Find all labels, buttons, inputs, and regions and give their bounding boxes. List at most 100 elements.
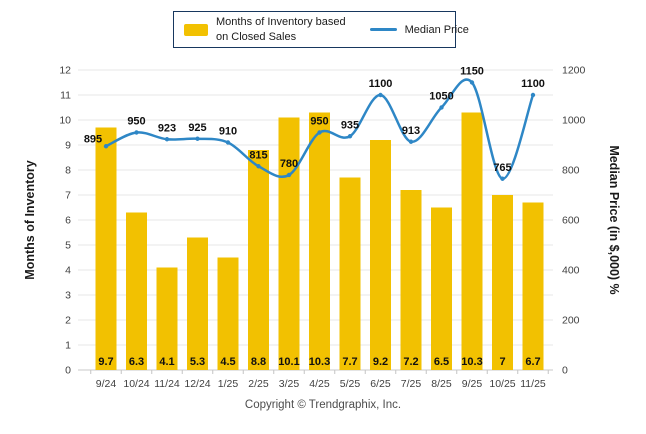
line-marker <box>286 172 292 178</box>
inventory-bar <box>370 140 391 370</box>
left-axis-title: Months of Inventory <box>23 160 37 279</box>
left-axis-tick-label: 10 <box>59 115 71 127</box>
bar-value-label: 9.2 <box>373 356 388 368</box>
line-value-label: 1050 <box>429 91 453 103</box>
left-axis-tick-label: 5 <box>65 240 71 252</box>
x-axis-category-label: 6/25 <box>370 378 391 390</box>
inventory-bar <box>339 177 361 370</box>
line-series-legend-label: Median Price <box>404 23 469 36</box>
line-value-label: 950 <box>127 116 145 128</box>
left-axis-tick-label: 3 <box>65 290 71 302</box>
left-axis-tick-label: 2 <box>65 315 71 327</box>
left-axis-tick-label: 4 <box>65 265 71 277</box>
line-series-swatch-icon <box>369 28 397 31</box>
bar-value-label: 10.3 <box>309 356 330 368</box>
line-marker <box>530 92 536 98</box>
right-axis-tick-label: 0 <box>562 365 568 377</box>
line-value-label: 925 <box>188 122 206 134</box>
x-axis-category-label: 5/25 <box>340 378 361 390</box>
line-marker <box>378 92 383 98</box>
line-marker <box>195 136 200 141</box>
line-value-label: 765 <box>493 162 511 174</box>
left-axis-tick-label: 9 <box>65 140 71 152</box>
line-marker <box>469 80 475 85</box>
x-axis-category-label: 10/25 <box>489 378 515 390</box>
line-marker <box>317 130 322 135</box>
line-marker <box>225 140 231 145</box>
line-marker <box>439 105 444 110</box>
line-value-label: 910 <box>219 126 237 138</box>
left-axis-tick-label: 6 <box>65 215 71 227</box>
chart-legend: Months of Inventory based on Closed Sale… <box>173 11 469 48</box>
bar-value-label: 7.2 <box>403 356 418 368</box>
x-axis-category-label: 4/25 <box>309 378 330 390</box>
left-axis-tick-label: 8 <box>65 165 71 177</box>
line-value-label: 895 <box>84 133 102 145</box>
line-value-label: 780 <box>280 158 298 170</box>
line-marker <box>500 176 505 181</box>
left-axis-tick-label: 11 <box>60 90 71 102</box>
x-axis-category-label: 1/25 <box>218 378 239 390</box>
inventory-bar <box>492 195 513 370</box>
line-value-label: 815 <box>249 149 267 161</box>
inventory-bar <box>217 257 239 370</box>
x-axis-category-label: 11/24 <box>154 378 180 390</box>
right-axis-tick-label: 600 <box>562 215 580 227</box>
inventory-bar <box>95 127 117 370</box>
bar-value-label: 4.1 <box>159 356 174 368</box>
inventory-bar <box>248 150 269 370</box>
right-axis-tick-label: 1000 <box>562 115 586 127</box>
inventory-bar <box>278 117 300 370</box>
bar-value-label: 6.7 <box>525 356 540 368</box>
copyright-text: Copyright © Trendgraphix, Inc. <box>244 399 402 411</box>
x-axis-category-label: 12/24 <box>184 378 210 390</box>
left-axis-tick-label: 0 <box>65 365 71 377</box>
bar-value-label: 10.3 <box>461 356 482 368</box>
line-value-label: 950 <box>310 116 328 128</box>
line-marker <box>347 134 353 139</box>
line-value-label: 913 <box>402 125 420 137</box>
bar-value-label: 9.7 <box>98 356 113 368</box>
bar-value-label: 7.7 <box>342 356 357 368</box>
right-axis-tick-label: 1200 <box>562 65 586 77</box>
line-value-label: 923 <box>158 122 176 134</box>
inventory-bar <box>431 207 452 370</box>
bar-value-label: 6.5 <box>434 356 449 368</box>
bar-value-label: 4.5 <box>220 356 235 368</box>
bar-value-label: 5.3 <box>190 356 205 368</box>
x-axis-category-label: 7/25 <box>401 378 422 390</box>
bar-value-label: 10.1 <box>278 356 299 368</box>
bar-value-label: 7 <box>499 356 505 368</box>
right-axis-title: Median Price (in $,000) % <box>607 145 621 294</box>
bar-series-swatch-icon <box>184 23 208 36</box>
bar-value-label: 6.3 <box>129 356 144 368</box>
left-axis-tick-label: 1 <box>65 340 71 352</box>
inventory-bar <box>126 212 147 370</box>
inventory-bar <box>156 267 178 370</box>
right-axis-tick-label: 400 <box>562 265 580 277</box>
x-axis-category-label: 2/25 <box>248 378 269 390</box>
line-value-label: 1100 <box>369 78 393 90</box>
x-axis-category-label: 9/24 <box>96 378 117 390</box>
line-marker <box>103 144 109 149</box>
line-value-label: 1150 <box>460 66 484 78</box>
bar-value-label: 8.8 <box>251 356 266 368</box>
right-axis-tick-label: 800 <box>562 165 580 177</box>
line-marker <box>134 130 139 135</box>
x-axis-category-label: 10/24 <box>123 378 149 390</box>
x-axis-category-label: 11/25 <box>520 378 546 390</box>
inventory-bar <box>187 237 208 370</box>
line-value-label: 1100 <box>521 78 545 90</box>
line-marker <box>164 137 170 142</box>
line-marker <box>256 164 261 169</box>
chart-generated-layer: 01234567891011120200400600800100012009/2… <box>59 65 585 391</box>
inventory-bar <box>400 190 422 370</box>
x-axis-category-label: 9/25 <box>462 378 483 390</box>
bar-series-legend-label: Months of Inventory based on Closed Sale… <box>216 16 346 43</box>
x-axis-category-label: 3/25 <box>279 378 300 390</box>
inventory-bar <box>309 112 330 370</box>
line-marker <box>408 139 414 144</box>
x-axis-category-label: 8/25 <box>431 378 452 390</box>
right-axis-tick-label: 200 <box>562 315 580 327</box>
